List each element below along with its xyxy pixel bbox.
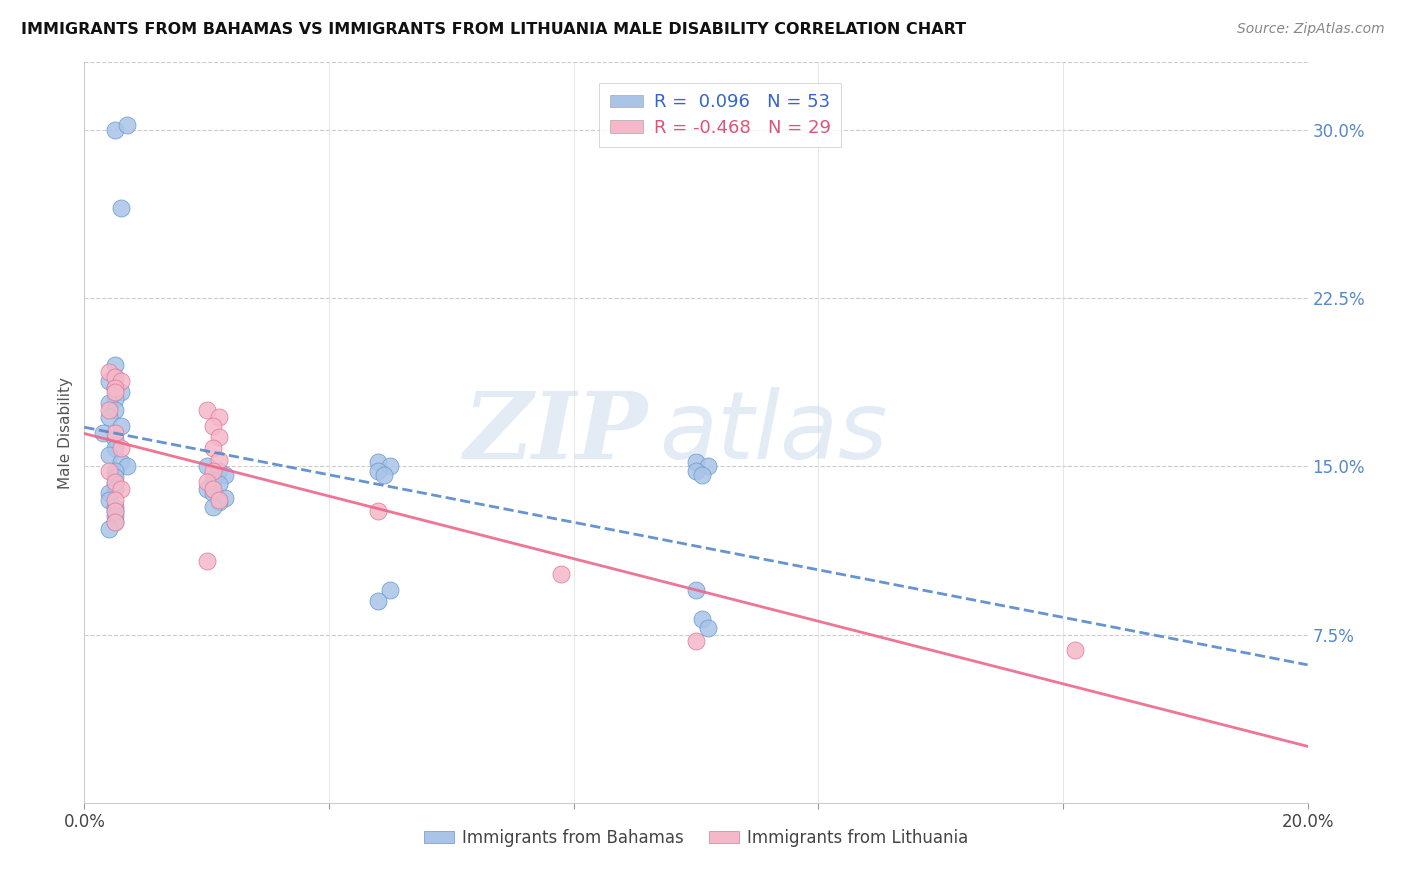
Point bbox=[110, 201, 132, 215]
Point bbox=[1064, 643, 1087, 657]
Point bbox=[104, 504, 127, 518]
Point bbox=[97, 492, 120, 507]
Point bbox=[104, 369, 127, 384]
Point bbox=[110, 442, 132, 456]
Point bbox=[367, 594, 389, 608]
Point bbox=[690, 468, 713, 483]
Point bbox=[104, 508, 127, 523]
Legend: Immigrants from Bahamas, Immigrants from Lithuania: Immigrants from Bahamas, Immigrants from… bbox=[418, 822, 974, 854]
Text: IMMIGRANTS FROM BAHAMAS VS IMMIGRANTS FROM LITHUANIA MALE DISABILITY CORRELATION: IMMIGRANTS FROM BAHAMAS VS IMMIGRANTS FR… bbox=[21, 22, 966, 37]
Point bbox=[208, 492, 231, 507]
Y-axis label: Male Disability: Male Disability bbox=[58, 376, 73, 489]
Point bbox=[97, 409, 120, 424]
Point bbox=[104, 425, 127, 440]
Point bbox=[214, 491, 236, 505]
Point bbox=[97, 396, 120, 410]
Point bbox=[380, 582, 402, 597]
Point bbox=[685, 455, 707, 469]
Text: atlas: atlas bbox=[659, 387, 887, 478]
Point bbox=[104, 392, 127, 406]
Point bbox=[208, 495, 231, 509]
Point bbox=[97, 464, 120, 478]
Point bbox=[97, 365, 120, 379]
Text: Source: ZipAtlas.com: Source: ZipAtlas.com bbox=[1237, 22, 1385, 37]
Point bbox=[201, 486, 224, 500]
Point bbox=[201, 442, 224, 456]
Point bbox=[685, 582, 707, 597]
Point bbox=[208, 464, 231, 478]
Point bbox=[104, 477, 127, 491]
Point bbox=[97, 403, 120, 417]
Point bbox=[195, 459, 218, 474]
Point bbox=[697, 621, 720, 635]
Point bbox=[214, 468, 236, 483]
Point bbox=[104, 464, 127, 478]
Point bbox=[195, 403, 218, 417]
Point bbox=[208, 452, 231, 467]
Point bbox=[110, 455, 132, 469]
Point bbox=[195, 482, 218, 496]
Point bbox=[104, 492, 127, 507]
Point bbox=[690, 612, 713, 626]
Point bbox=[110, 374, 132, 388]
Point bbox=[104, 385, 127, 400]
Point bbox=[367, 504, 389, 518]
Point bbox=[195, 553, 218, 567]
Point bbox=[104, 470, 127, 484]
Point bbox=[208, 477, 231, 491]
Point bbox=[104, 516, 127, 530]
Point bbox=[104, 381, 127, 395]
Point bbox=[697, 459, 720, 474]
Point bbox=[104, 403, 127, 417]
Point bbox=[380, 459, 402, 474]
Point bbox=[104, 504, 127, 518]
Point bbox=[104, 500, 127, 514]
Point bbox=[208, 430, 231, 444]
Point bbox=[201, 464, 224, 478]
Point bbox=[104, 122, 127, 136]
Point bbox=[195, 475, 218, 489]
Point bbox=[104, 442, 127, 456]
Point bbox=[104, 369, 127, 384]
Point bbox=[97, 522, 120, 536]
Point bbox=[201, 500, 224, 514]
Point bbox=[367, 464, 389, 478]
Point bbox=[110, 418, 132, 433]
Point bbox=[550, 566, 572, 581]
Point bbox=[685, 634, 707, 648]
Point bbox=[201, 473, 224, 487]
Text: ZIP: ZIP bbox=[463, 388, 647, 477]
Point bbox=[97, 486, 120, 500]
Point bbox=[201, 482, 224, 496]
Point bbox=[201, 418, 224, 433]
Point bbox=[104, 381, 127, 395]
Point bbox=[110, 385, 132, 400]
Point bbox=[91, 425, 114, 440]
Point bbox=[104, 359, 127, 373]
Point bbox=[97, 448, 120, 462]
Point bbox=[104, 482, 127, 496]
Point bbox=[104, 516, 127, 530]
Point bbox=[367, 455, 389, 469]
Point bbox=[115, 459, 138, 474]
Point bbox=[110, 482, 132, 496]
Point bbox=[685, 464, 707, 478]
Point bbox=[97, 374, 120, 388]
Point bbox=[373, 468, 395, 483]
Point bbox=[104, 475, 127, 489]
Point bbox=[208, 409, 231, 424]
Point bbox=[115, 118, 138, 132]
Point bbox=[104, 433, 127, 447]
